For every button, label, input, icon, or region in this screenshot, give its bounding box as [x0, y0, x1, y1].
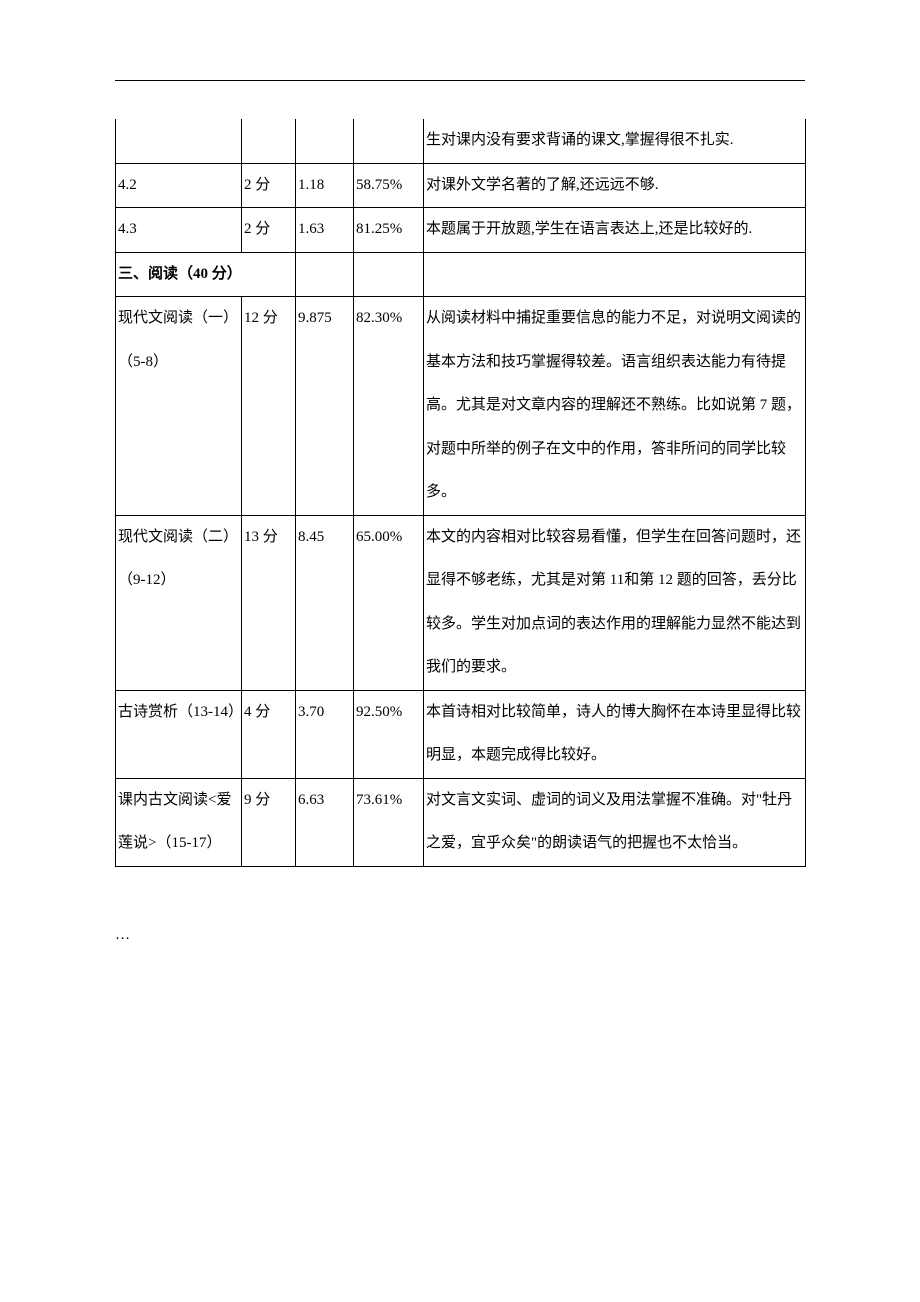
table-cell: 4.2: [116, 163, 242, 208]
footer-ellipsis: …: [115, 927, 805, 944]
cell-content: 现代文阅读（二）（9-12）: [116, 516, 241, 603]
table-cell: 13 分: [242, 515, 296, 690]
table-cell: 9 分: [242, 778, 296, 866]
cell-content: 73.61%: [354, 779, 423, 823]
table-cell: 现代文阅读（二）（9-12）: [116, 515, 242, 690]
table-cell: 9.875: [296, 297, 354, 516]
table-cell: 1.63: [296, 208, 354, 253]
cell-content: 1.18: [296, 164, 353, 208]
table-cell: [296, 252, 354, 297]
table-cell: 4.3: [116, 208, 242, 253]
table-cell: 82.30%: [354, 297, 424, 516]
table-cell: 现代文阅读（一）（5-8）: [116, 297, 242, 516]
table-cell: 本首诗相对比较简单，诗人的博大胸怀在本诗里显得比较明显，本题完成得比较好。: [424, 690, 806, 778]
table-cell: 4 分: [242, 690, 296, 778]
header-divider: [115, 80, 805, 81]
cell-content: 9.875: [296, 297, 353, 341]
cell-content: 4.3: [116, 208, 241, 252]
analysis-table: 生对课内没有要求背诵的课文,掌握得很不扎实.4.22 分1.1858.75%对课…: [115, 119, 806, 867]
table-cell: [424, 252, 806, 297]
table-row: 三、阅读（40 分）: [116, 252, 806, 297]
cell-content: 4.2: [116, 164, 241, 208]
cell-content: 6.63: [296, 779, 353, 823]
table-cell: 3.70: [296, 690, 354, 778]
cell-content: 本文的内容相对比较容易看懂，但学生在回答问题时，还显得不够老练，尤其是对第 11…: [424, 516, 805, 690]
table-cell: [354, 119, 424, 163]
table-cell: 6.63: [296, 778, 354, 866]
table-cell: 92.50%: [354, 690, 424, 778]
cell-content: 生对课内没有要求背诵的课文,掌握得很不扎实.: [424, 119, 805, 163]
cell-content: 82.30%: [354, 297, 423, 341]
cell-content: 2 分: [242, 208, 295, 252]
cell-content: 古诗赏析（13-14）: [116, 691, 241, 735]
cell-content: 2 分: [242, 164, 295, 208]
cell-content: 对课外文学名著的了解,还远远不够.: [424, 164, 805, 208]
cell-content: 课内古文阅读<爱莲说>（15-17）: [116, 779, 241, 866]
table-row: 现代文阅读（一）（5-8）12 分9.87582.30%从阅读材料中捕捉重要信息…: [116, 297, 806, 516]
table-cell: 73.61%: [354, 778, 424, 866]
table-cell: [242, 119, 296, 163]
table-cell: 1.18: [296, 163, 354, 208]
cell-content: 13 分: [242, 516, 295, 560]
table-cell: 58.75%: [354, 163, 424, 208]
table-cell: 课内古文阅读<爱莲说>（15-17）: [116, 778, 242, 866]
table-cell: 2 分: [242, 208, 296, 253]
cell-content: 从阅读材料中捕捉重要信息的能力不足，对说明文阅读的基本方法和技巧掌握得较差。语言…: [424, 297, 805, 515]
cell-content: 现代文阅读（一）（5-8）: [116, 297, 241, 384]
table-row: 现代文阅读（二）（9-12）13 分8.4565.00%本文的内容相对比较容易看…: [116, 515, 806, 690]
table-row: 古诗赏析（13-14）4 分3.7092.50%本首诗相对比较简单，诗人的博大胸…: [116, 690, 806, 778]
cell-content: 81.25%: [354, 208, 423, 252]
cell-content: 65.00%: [354, 516, 423, 560]
table-cell: 从阅读材料中捕捉重要信息的能力不足，对说明文阅读的基本方法和技巧掌握得较差。语言…: [424, 297, 806, 516]
table-cell: 65.00%: [354, 515, 424, 690]
cell-content: 92.50%: [354, 691, 423, 735]
cell-content: 3.70: [296, 691, 353, 735]
table-cell: 生对课内没有要求背诵的课文,掌握得很不扎实.: [424, 119, 806, 163]
table-row: 生对课内没有要求背诵的课文,掌握得很不扎实.: [116, 119, 806, 163]
cell-content: 12 分: [242, 297, 295, 341]
table-cell: 古诗赏析（13-14）: [116, 690, 242, 778]
cell-content: 58.75%: [354, 164, 423, 208]
table-cell: 8.45: [296, 515, 354, 690]
table-cell: [116, 119, 242, 163]
table-cell: [296, 119, 354, 163]
table-cell: 2 分: [242, 163, 296, 208]
table-cell: 本题属于开放题,学生在语言表达上,还是比较好的.: [424, 208, 806, 253]
cell-content: 本题属于开放题,学生在语言表达上,还是比较好的.: [424, 208, 805, 252]
table-row: 4.22 分1.1858.75%对课外文学名著的了解,还远远不够.: [116, 163, 806, 208]
cell-content: 9 分: [242, 779, 295, 823]
cell-content: 三、阅读（40 分）: [116, 253, 295, 297]
table-cell: 对文言文实词、虚词的词义及用法掌握不准确。对"牡丹之爱，宜乎众矣"的朗读语气的把…: [424, 778, 806, 866]
table-cell: 对课外文学名著的了解,还远远不够.: [424, 163, 806, 208]
table-row: 课内古文阅读<爱莲说>（15-17）9 分6.6373.61%对文言文实词、虚词…: [116, 778, 806, 866]
cell-content: 1.63: [296, 208, 353, 252]
cell-content: 4 分: [242, 691, 295, 735]
cell-content: 对文言文实词、虚词的词义及用法掌握不准确。对"牡丹之爱，宜乎众矣"的朗读语气的把…: [424, 779, 805, 866]
cell-content: 8.45: [296, 516, 353, 560]
table-cell: 三、阅读（40 分）: [116, 252, 296, 297]
cell-content: 本首诗相对比较简单，诗人的博大胸怀在本诗里显得比较明显，本题完成得比较好。: [424, 691, 805, 778]
table-cell: [354, 252, 424, 297]
table-cell: 本文的内容相对比较容易看懂，但学生在回答问题时，还显得不够老练，尤其是对第 11…: [424, 515, 806, 690]
table-cell: 81.25%: [354, 208, 424, 253]
table-cell: 12 分: [242, 297, 296, 516]
table-row: 4.32 分1.6381.25%本题属于开放题,学生在语言表达上,还是比较好的.: [116, 208, 806, 253]
